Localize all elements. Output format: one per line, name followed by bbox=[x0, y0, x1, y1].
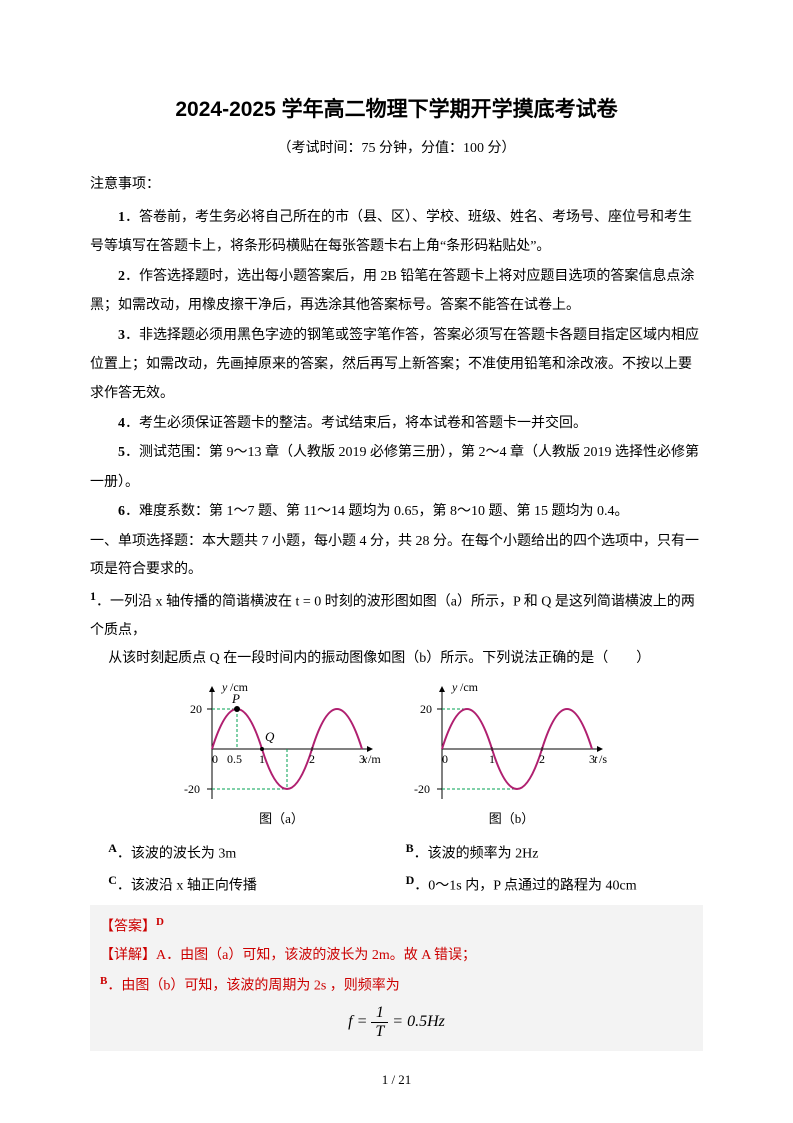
answer-value: D bbox=[156, 916, 164, 928]
page-title: 2024-2025 学年高二物理下学期开学摸底考试卷 bbox=[90, 90, 703, 130]
notice-num: 1 bbox=[118, 210, 125, 225]
answer-block: 【答案】D 【详解】A．由图（a）可知，该波的波长为 2m。故 A 错误； B．… bbox=[90, 905, 703, 1051]
notice-num: 2 bbox=[118, 269, 125, 284]
option-d: D．0～1s 内，P 点通过的路程为 40cm bbox=[406, 868, 703, 901]
notice-1: 1．答卷前，考生务必将自己所在的市（县、区）、学校、班级、姓名、考场号、座位号和… bbox=[90, 203, 703, 262]
option-text: ．该波的波长为 3m bbox=[117, 846, 236, 861]
answer-line: 【答案】D bbox=[100, 911, 693, 942]
svg-text:1: 1 bbox=[259, 752, 265, 766]
page-subtitle: （考试时间：75 分钟，分值：100 分） bbox=[90, 136, 703, 163]
answer-label: 【答案】 bbox=[100, 920, 156, 935]
svg-text:0: 0 bbox=[442, 752, 448, 766]
detail-label: 【详解】 bbox=[100, 948, 156, 963]
option-label: D bbox=[406, 873, 415, 887]
svg-text:/cm: /cm bbox=[460, 680, 479, 694]
svg-text:0.5: 0.5 bbox=[227, 752, 242, 766]
svg-text:2: 2 bbox=[539, 752, 545, 766]
formula-frac: 1T bbox=[371, 1004, 388, 1040]
options: A．该波的波长为 3m B．该波的频率为 2Hz C．该波沿 x 轴正向传播 D… bbox=[90, 836, 703, 901]
chart-b-svg: y/cm t/s 20 -20 0 1 2 3 bbox=[412, 679, 612, 809]
svg-text:Q: Q bbox=[265, 729, 275, 744]
notice-text: ．非选择题必须用黑色字迹的钢笔或签字笔作答，答案必须写在答题卡各题目指定区域内相… bbox=[90, 328, 699, 402]
figure-a: y/cm x/m 20 -20 P Q 0 0.5 1 2 3 图（a） bbox=[182, 679, 382, 832]
notice-num: 6 bbox=[118, 504, 125, 519]
frac-num: 1 bbox=[371, 1004, 388, 1023]
svg-text:-20: -20 bbox=[414, 782, 430, 796]
svg-text:2: 2 bbox=[309, 752, 315, 766]
svg-text:y: y bbox=[451, 680, 458, 694]
svg-text:P: P bbox=[231, 691, 240, 706]
notice-num: 3 bbox=[118, 328, 125, 343]
detail-line-a: 【详解】A．由图（a）可知，该波的波长为 2m。故 A 错误； bbox=[100, 942, 693, 970]
svg-text:/m: /m bbox=[368, 752, 381, 766]
notice-text: ．考生必须保证答题卡的整洁。考试结束后，将本试卷和答题卡一并交回。 bbox=[125, 416, 587, 431]
figures-row: y/cm x/m 20 -20 P Q 0 0.5 1 2 3 图（a） bbox=[90, 679, 703, 832]
option-label: A bbox=[108, 841, 117, 855]
svg-text:20: 20 bbox=[420, 702, 432, 716]
page-number: 1 / 21 bbox=[0, 1068, 793, 1093]
notice-num: 4 bbox=[118, 416, 125, 431]
detail-a: A．由图（a）可知，该波的波长为 2m。故 A 错误； bbox=[156, 948, 476, 963]
notice-text: ．测试范围：第 9～13 章（人教版 2019 必修第三册），第 2～4 章（人… bbox=[90, 445, 699, 489]
detail-b: ．由图（b）可知，该波的周期为 2s ，则频率为 bbox=[107, 978, 399, 993]
svg-text:20: 20 bbox=[190, 702, 202, 716]
detail-line-b: B．由图（b）可知，该波的周期为 2s ，则频率为 bbox=[100, 970, 693, 1001]
question-line1: ．一列沿 x 轴传播的简谐横波在 t = 0 时刻的波形图如图（a）所示，P 和… bbox=[90, 595, 695, 638]
svg-text:/s: /s bbox=[599, 752, 607, 766]
option-label: B bbox=[406, 841, 414, 855]
svg-text:3: 3 bbox=[589, 752, 595, 766]
notice-4: 4．考生必须保证答题卡的整洁。考试结束后，将本试卷和答题卡一并交回。 bbox=[90, 409, 703, 438]
figure-b-caption: 图（b） bbox=[412, 807, 612, 832]
formula-eq: = bbox=[353, 1013, 372, 1030]
notice-text: ．答卷前，考生务必将自己所在的市（县、区）、学校、班级、姓名、考场号、座位号和考… bbox=[90, 210, 692, 254]
section-header-1: 一、单项选择题：本大题共 7 小题，每小题 4 分，共 28 分。在每个小题给出… bbox=[90, 528, 703, 584]
notice-num: 5 bbox=[118, 445, 125, 460]
notice-2: 2．作答选择题时，选出每小题答案后，用 2B 铅笔在答题卡上将对应题目选项的答案… bbox=[90, 262, 703, 321]
svg-text:-20: -20 bbox=[184, 782, 200, 796]
figure-a-caption: 图（a） bbox=[182, 807, 382, 832]
notice-text: ．难度系数：第 1～7 题、第 11～14 题均为 0.65，第 8～10 题、… bbox=[125, 504, 628, 519]
formula-rhs: = 0.5Hz bbox=[388, 1013, 445, 1030]
svg-text:y: y bbox=[221, 680, 228, 694]
notice-text: ．作答选择题时，选出每小题答案后，用 2B 铅笔在答题卡上将对应题目选项的答案信… bbox=[90, 269, 694, 313]
option-text: ．该波的频率为 2Hz bbox=[414, 846, 539, 861]
svg-text:0: 0 bbox=[212, 752, 218, 766]
frac-den: T bbox=[371, 1023, 388, 1041]
chart-a-svg: y/cm x/m 20 -20 P Q 0 0.5 1 2 3 bbox=[182, 679, 382, 809]
option-c: C．该波沿 x 轴正向传播 bbox=[108, 868, 405, 901]
notice-5: 5．测试范围：第 9～13 章（人教版 2019 必修第三册），第 2～4 章（… bbox=[90, 438, 703, 497]
option-b: B．该波的频率为 2Hz bbox=[406, 836, 703, 869]
option-text: ．该波沿 x 轴正向传播 bbox=[117, 879, 257, 894]
question-1: 1．一列沿 x 轴传播的简谐横波在 t = 0 时刻的波形图如图（a）所示，P … bbox=[90, 584, 703, 673]
svg-text:3: 3 bbox=[359, 752, 365, 766]
notice-header: 注意事项： bbox=[90, 172, 703, 199]
notice-3: 3．非选择题必须用黑色字迹的钢笔或签字笔作答，答案必须写在答题卡各题目指定区域内… bbox=[90, 321, 703, 409]
svg-text:1: 1 bbox=[489, 752, 495, 766]
notice-6: 6．难度系数：第 1～7 题、第 11～14 题均为 0.65，第 8～10 题… bbox=[90, 497, 703, 526]
formula: f = 1T = 0.5Hz bbox=[100, 1004, 693, 1040]
option-label: C bbox=[108, 873, 117, 887]
question-line2: 从该时刻起质点 Q 在一段时间内的振动图像如图（b）所示。下列说法正确的是（ ） bbox=[90, 645, 703, 673]
figure-b: y/cm t/s 20 -20 0 1 2 3 图（b） bbox=[412, 679, 612, 832]
option-a: A．该波的波长为 3m bbox=[108, 836, 405, 869]
option-text: ．0～1s 内，P 点通过的路程为 40cm bbox=[414, 879, 636, 894]
